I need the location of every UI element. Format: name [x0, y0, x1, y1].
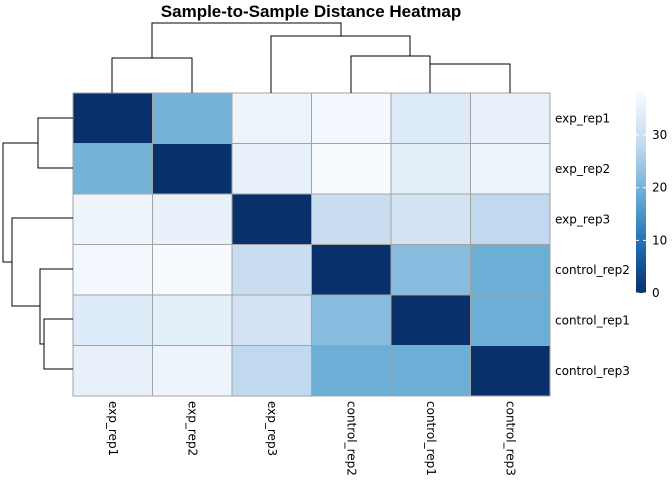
heatmap-cell-exp_rep1-exp_rep1: [72, 92, 153, 144]
heatmap-cell-exp_rep3-exp_rep1: [72, 193, 153, 245]
row-dendrogram-branch: [43, 318, 73, 370]
colorbar-tick-label: 30: [652, 128, 667, 142]
heatmap-cell-control_rep2-exp_rep2: [152, 244, 233, 296]
column-dendrogram-branch: [270, 35, 411, 93]
column-label-exp_rep3: exp_rep3: [265, 401, 279, 456]
heatmap-cell-control_rep1-exp_rep3: [231, 294, 312, 346]
heatmap-cell-control_rep1-exp_rep1: [72, 294, 153, 346]
heatmap-cell-control_rep1-control_rep1: [390, 294, 471, 346]
heatmap-cell-control_rep3-exp_rep3: [231, 345, 312, 397]
column-label-control_rep2: control_rep2: [344, 401, 358, 476]
heatmap-cell-control_rep3-exp_rep1: [72, 345, 153, 397]
heatmap-cell-control_rep3-control_rep2: [311, 345, 392, 397]
heatmap-cell-control_rep3-control_rep3: [470, 345, 551, 397]
heatmap-cell-exp_rep1-exp_rep3: [231, 92, 312, 144]
heatmap-cell-exp_rep1-control_rep3: [470, 92, 551, 144]
colorbar-tick-label: 0: [652, 286, 660, 300]
heatmap-cell-exp_rep2-control_rep3: [470, 143, 551, 195]
heatmap-cell-control_rep2-exp_rep1: [72, 244, 153, 296]
column-dendrogram-branch: [350, 55, 431, 93]
heatmap-cell-control_rep3-control_rep1: [390, 345, 471, 397]
heatmap-cell-control_rep2-control_rep3: [470, 244, 551, 296]
row-label-exp_rep2: exp_rep2: [555, 162, 610, 176]
heatmap-cell-exp_rep3-control_rep2: [311, 193, 392, 245]
heatmap-cell-exp_rep2-control_rep2: [311, 143, 392, 195]
colorbar-tick-label: 20: [652, 181, 667, 195]
heatmap-cell-exp_rep2-control_rep1: [390, 143, 471, 195]
heatmap-cell-control_rep2-control_rep2: [311, 244, 392, 296]
column-label-exp_rep1: exp_rep1: [106, 401, 120, 456]
heatmap-cell-exp_rep2-exp_rep2: [152, 143, 233, 195]
heatmap-cell-control_rep1-exp_rep2: [152, 294, 233, 346]
heatmap-cell-exp_rep3-control_rep3: [470, 193, 551, 245]
heatmap-cell-control_rep1-control_rep2: [311, 294, 392, 346]
heatmap-cell-exp_rep1-control_rep1: [390, 92, 471, 144]
column-label-exp_rep2: exp_rep2: [185, 401, 199, 456]
heatmap-cell-exp_rep3-exp_rep3: [231, 193, 312, 245]
heatmap-cell-control_rep2-control_rep1: [390, 244, 471, 296]
column-dendrogram-branch: [151, 22, 342, 58]
colorbar-gradient: [636, 93, 646, 293]
row-dendrogram-branch: [39, 268, 73, 345]
row-dendrogram-branch: [37, 117, 73, 169]
chart-title: Sample-to-Sample Distance Heatmap: [161, 2, 461, 21]
heatmap-cell-exp_rep1-exp_rep2: [152, 92, 233, 144]
row-label-exp_rep1: exp_rep1: [555, 111, 610, 125]
column-label-control_rep3: control_rep3: [503, 401, 517, 476]
heatmap-cell-exp_rep2-exp_rep1: [72, 143, 153, 195]
heatmap-cell-exp_rep3-exp_rep2: [152, 193, 233, 245]
heatmap-cell-control_rep1-control_rep3: [470, 294, 551, 346]
row-label-exp_rep3: exp_rep3: [555, 212, 610, 226]
colorbar-tick-label: 10: [652, 233, 667, 247]
column-dendrogram-branch: [111, 57, 193, 93]
heatmap-cell-exp_rep3-control_rep1: [390, 193, 471, 245]
row-dendrogram-branch: [2, 142, 38, 263]
row-label-control_rep3: control_rep3: [555, 364, 630, 378]
row-label-control_rep1: control_rep1: [555, 313, 630, 327]
heatmap-cell-exp_rep2-exp_rep3: [231, 143, 312, 195]
heatmap-cell-control_rep2-exp_rep3: [231, 244, 312, 296]
heatmap-cell-exp_rep1-control_rep2: [311, 92, 392, 144]
row-dendrogram-branch: [11, 217, 73, 307]
column-label-control_rep1: control_rep1: [424, 401, 438, 476]
column-dendrogram-branch: [429, 63, 511, 93]
row-label-control_rep2: control_rep2: [555, 263, 630, 277]
heatmap-cell-control_rep3-exp_rep2: [152, 345, 233, 397]
